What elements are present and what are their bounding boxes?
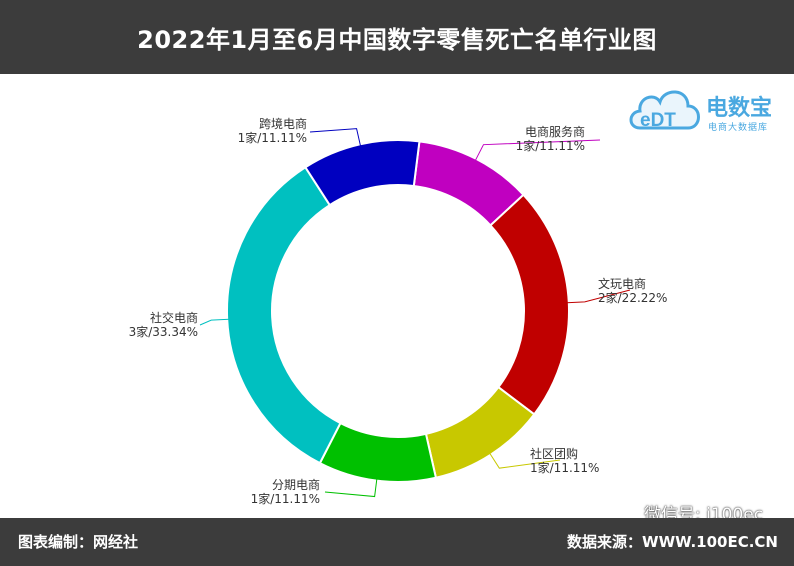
header-bar: 2022年1月至6月中国数字零售死亡名单行业图 [0,0,794,74]
footer-bar: 图表编制：网经社 数据来源：WWW.100EC.CN [0,518,794,566]
leader-line-4 [324,478,378,498]
slice-5 [226,165,342,465]
logo-mark: eDT [640,110,676,131]
leader-line-5 [199,318,230,326]
slice-label-name-6: 跨境电商 [259,116,307,131]
logo-subtitle: 电商大数据库 [708,123,769,133]
brand-logo: eDT 电数宝 电商大数据库 [626,76,792,138]
footer-credit: 图表编制：网经社 [18,533,139,551]
slice-label-value-1: 1家/11.11% [516,138,585,153]
slice-label-name-4: 分期电商 [272,477,320,492]
leader-line-1 [474,139,601,161]
leader-line-3 [489,452,561,469]
chart-title: 2022年1月至6月中国数字零售死亡名单行业图 [137,25,657,54]
slice-2 [489,193,570,416]
cloud-logo-icon: eDT [629,90,700,131]
logo-brand-text: 电数宝 [706,96,773,121]
footer-source: 数据来源：WWW.100EC.CN [567,533,778,551]
slice-label-name-3: 社区团购 [530,446,578,461]
slice-label-name-5: 社交电商 [150,310,198,325]
slice-label-value-2: 2家/22.22% [598,290,667,305]
slice-label-name-2: 文玩电商 [598,276,646,291]
leader-line-6 [309,128,362,147]
slice-label-value-3: 1家/11.11% [530,460,599,475]
slice-6 [303,139,421,207]
slice-label-value-6: 1家/11.11% [238,130,307,145]
leader-line-2 [566,289,631,304]
slice-label-value-4: 1家/11.11% [251,491,320,506]
slice-4 [318,421,438,483]
slice-label-name-1: 电商服务商 [525,124,585,139]
slice-label-value-5: 3家/33.34% [129,324,198,339]
